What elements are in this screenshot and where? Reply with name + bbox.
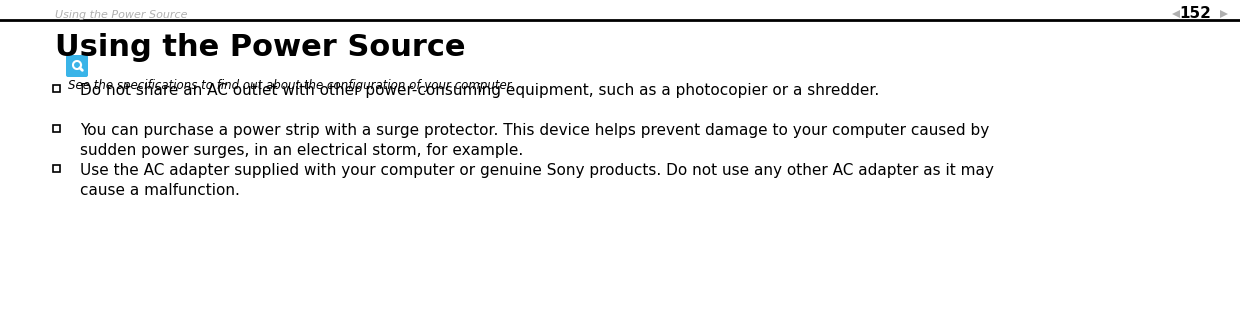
Text: Using the Power Source: Using the Power Source bbox=[55, 10, 187, 20]
Polygon shape bbox=[1220, 10, 1228, 18]
FancyBboxPatch shape bbox=[66, 55, 88, 77]
Text: Do not share an AC outlet with other power-consuming equipment, such as a photoc: Do not share an AC outlet with other pow… bbox=[81, 83, 879, 98]
Polygon shape bbox=[1172, 10, 1180, 18]
Bar bbox=[53, 165, 60, 172]
Text: 152: 152 bbox=[1179, 7, 1211, 22]
Text: Using the Power Source: Using the Power Source bbox=[55, 33, 465, 62]
Bar bbox=[53, 85, 60, 92]
Text: You can purchase a power strip with a surge protector. This device helps prevent: You can purchase a power strip with a su… bbox=[81, 123, 990, 158]
Bar bbox=[53, 125, 60, 132]
Text: See the specifications to find out about the configuration of your computer.: See the specifications to find out about… bbox=[68, 79, 515, 92]
Text: Use the AC adapter supplied with your computer or genuine Sony products. Do not : Use the AC adapter supplied with your co… bbox=[81, 163, 994, 198]
